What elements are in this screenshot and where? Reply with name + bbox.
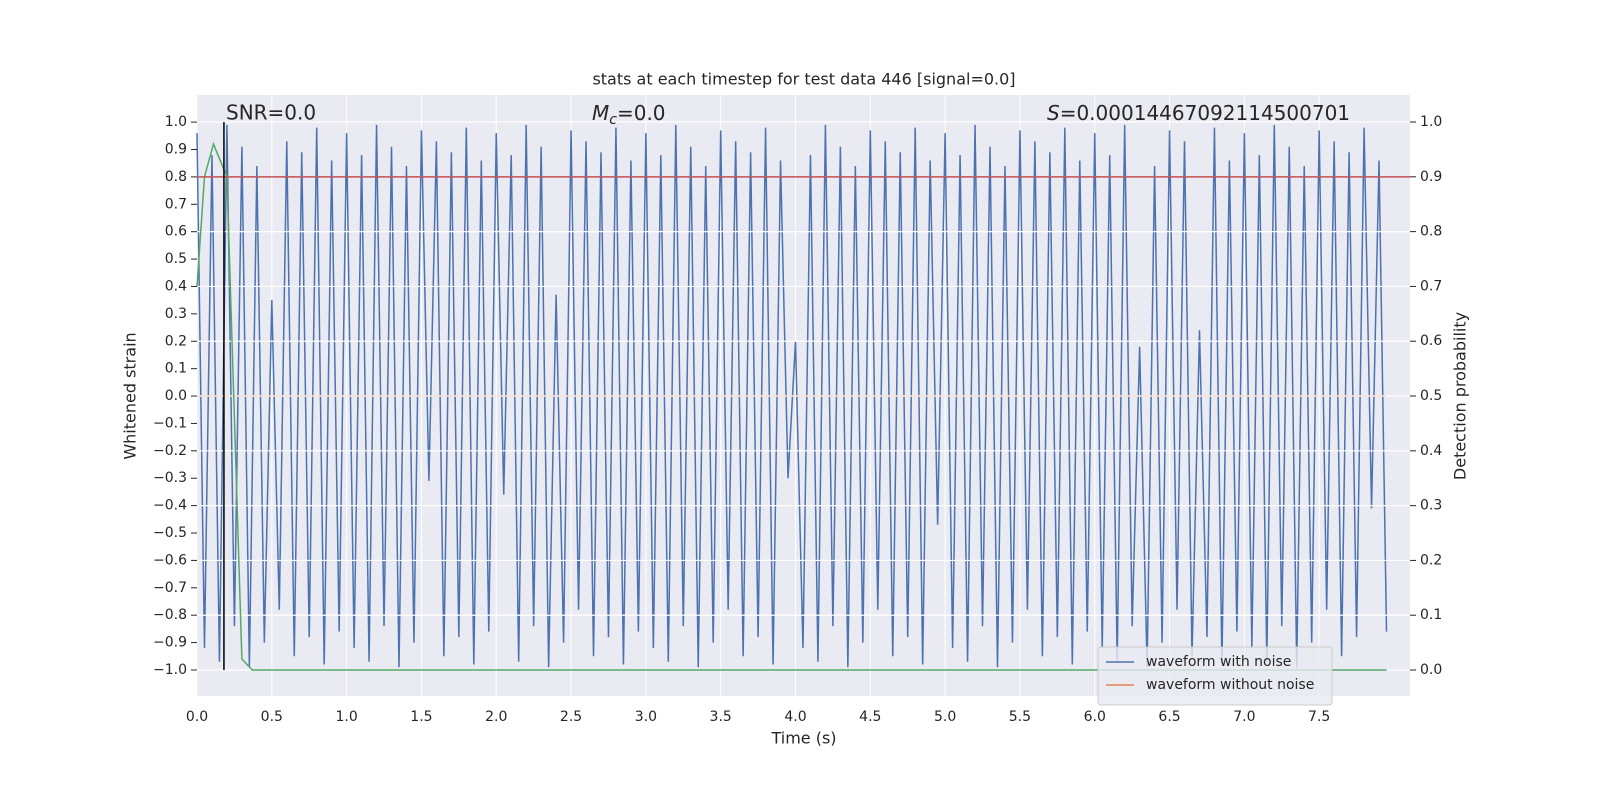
series-line <box>196 124 1388 668</box>
x-tick-label: 1.5 <box>410 709 432 725</box>
y-tick-label: 0.7 <box>165 196 187 212</box>
annotation-subscript: c <box>609 112 617 128</box>
y2-tick-label: 0.4 <box>1420 443 1442 459</box>
x-tick-label: 4.0 <box>784 709 806 725</box>
annotation: SNR=0.0 <box>226 101 316 125</box>
x-tick-label: 2.5 <box>560 709 582 725</box>
x-tick-label: 7.0 <box>1233 709 1255 725</box>
legend-label: waveform with noise <box>1146 654 1291 670</box>
y2-tick-label: 0.5 <box>1420 388 1442 404</box>
x-tick-label: 3.0 <box>635 709 657 725</box>
annotation-text: =0.0 <box>617 101 666 125</box>
y2-tick-label: 0.6 <box>1420 333 1442 349</box>
y-tick-label: −0.1 <box>153 415 187 431</box>
x-tick-label: 6.5 <box>1158 709 1180 725</box>
annotation: S=0.00014467092114500701 <box>1047 101 1350 125</box>
x-tick-label: 6.0 <box>1084 709 1106 725</box>
x-tick-label: 2.0 <box>485 709 507 725</box>
y-tick-label: 0.4 <box>165 278 187 294</box>
y-tick-label: 1.0 <box>165 114 187 130</box>
legend: waveform with noise waveform without nois… <box>1097 646 1333 706</box>
x-tick-label: 4.5 <box>859 709 881 725</box>
legend-label: waveform without noise <box>1146 677 1314 693</box>
y-tick-label: −0.5 <box>153 525 187 541</box>
annotation: Mc=0.0 <box>592 101 666 129</box>
y-tick-label: −0.8 <box>153 607 187 623</box>
x-tick-label: 1.0 <box>335 709 357 725</box>
y2-tick-label: 0.2 <box>1420 552 1442 568</box>
y-tick-label: 0.0 <box>165 388 187 404</box>
annotation-symbol: M <box>592 101 609 125</box>
y-tick-label: −0.4 <box>153 498 187 514</box>
y-tick-label: 0.6 <box>165 224 187 240</box>
y-axis-label: Whitened strain <box>121 332 140 459</box>
y2-tick-label: 0.8 <box>1420 224 1442 240</box>
y-tick-label: 0.3 <box>165 306 187 322</box>
y-tick-label: 0.9 <box>165 142 187 158</box>
annotation-text: =0.00014467092114500701 <box>1060 101 1350 125</box>
y-tick-label: −0.2 <box>153 443 187 459</box>
y2-tick-label: 0.0 <box>1420 662 1442 678</box>
y-tick-label: −0.3 <box>153 470 187 486</box>
y-tick-label: 0.5 <box>165 251 187 267</box>
y2-tick-label: 0.3 <box>1420 498 1442 514</box>
y-tick-label: −0.7 <box>153 580 187 596</box>
y-tick-label: −1.0 <box>153 662 187 678</box>
x-axis-label: Time (s) <box>770 729 836 748</box>
y2-tick-label: 0.7 <box>1420 278 1442 294</box>
y2-tick-label: 1.0 <box>1420 114 1442 130</box>
y-tick-label: 0.1 <box>165 361 187 377</box>
x-tick-label: 0.5 <box>261 709 283 725</box>
y-tick-label: 0.8 <box>165 169 187 185</box>
x-tick-label: 5.0 <box>934 709 956 725</box>
y-tick-label: −0.6 <box>153 552 187 568</box>
legend-box <box>1097 646 1333 706</box>
x-tick-label: 3.5 <box>710 709 732 725</box>
chart-title: stats at each timestep for test data 446… <box>592 70 1015 89</box>
y2-tick-label: 0.1 <box>1420 607 1442 623</box>
x-tick-label: 5.5 <box>1009 709 1031 725</box>
y-tick-label: −0.9 <box>153 635 187 651</box>
x-tick-label: 7.5 <box>1308 709 1330 725</box>
y-tick-label: 0.2 <box>165 333 187 349</box>
y2-tick-label: 0.9 <box>1420 169 1442 185</box>
x-tick-label: 0.0 <box>186 709 208 725</box>
y2-axis-label: Detection probability <box>1451 312 1470 480</box>
annotation-symbol: S <box>1047 101 1060 125</box>
